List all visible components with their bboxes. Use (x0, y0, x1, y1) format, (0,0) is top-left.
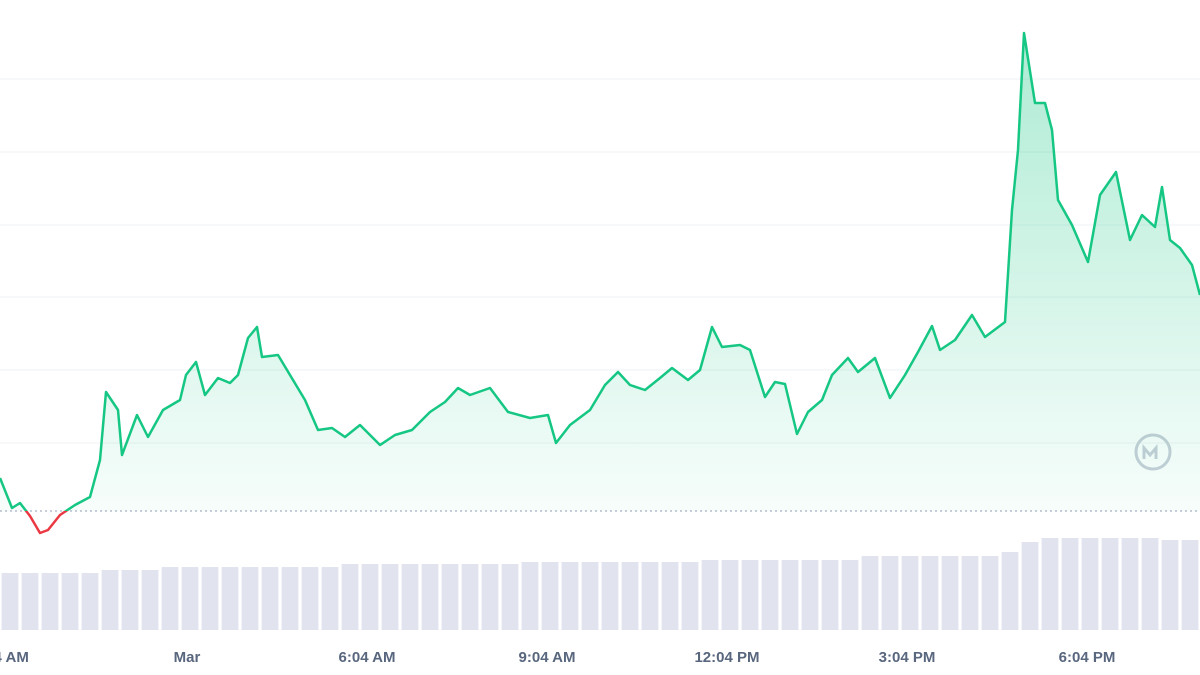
volume-bar (861, 556, 879, 630)
volume-bar (1101, 538, 1119, 630)
volume-bar (521, 562, 539, 630)
volume-bar (1041, 538, 1059, 630)
volume-bar (941, 556, 959, 630)
x-tick-label: Mar (174, 649, 201, 666)
label-layer: 04 AM Mar 6:04 AM 9:04 AM 12:04 PM 3:04 PM 6:0… (0, 649, 1115, 666)
volume-bar (141, 570, 159, 630)
x-tick-label: 9:04 AM (519, 649, 576, 666)
volume-bar (1021, 542, 1039, 630)
volume-bar (221, 567, 239, 630)
volume-bar (181, 567, 199, 630)
volume-bar (61, 573, 79, 630)
volume-bar (1181, 540, 1199, 630)
volume-bar (261, 567, 279, 630)
volume-bar (541, 562, 559, 630)
volume-bar (501, 564, 519, 630)
volume-bar (821, 560, 839, 630)
volume-bar (241, 567, 259, 630)
volume-bar (481, 564, 499, 630)
volume-bar (381, 564, 399, 630)
volume-bar (641, 562, 659, 630)
volume-bar (441, 564, 459, 630)
volume-bar (281, 567, 299, 630)
volume-layer (1, 538, 1199, 630)
volume-bar (881, 556, 899, 630)
volume-bar (21, 573, 39, 630)
volume-bar (961, 556, 979, 630)
x-tick-label: 04 AM (0, 649, 29, 666)
volume-bar (661, 562, 679, 630)
volume-bar (601, 562, 619, 630)
volume-bar (981, 556, 999, 630)
volume-bar (801, 560, 819, 630)
x-tick-label: 12:04 PM (694, 649, 759, 666)
volume-bar (81, 573, 99, 630)
x-tick-label: 6:04 AM (339, 649, 396, 666)
plot-layer (0, 31, 1200, 535)
volume-bar (721, 560, 739, 630)
volume-bar (101, 570, 119, 630)
volume-bar (1121, 538, 1139, 630)
volume-bar (681, 562, 699, 630)
volume-bar (401, 564, 419, 630)
volume-bar (461, 564, 479, 630)
volume-bar (321, 567, 339, 630)
volume-bar (581, 562, 599, 630)
volume-bar (901, 556, 919, 630)
volume-bar (1141, 538, 1159, 630)
x-tick-label: 6:04 PM (1059, 649, 1116, 666)
volume-bar (301, 567, 319, 630)
volume-bar (841, 560, 859, 630)
price-area (0, 33, 1200, 511)
volume-bar (41, 573, 59, 630)
volume-bar (921, 556, 939, 630)
volume-bar (1001, 552, 1019, 630)
volume-bar (1, 573, 19, 630)
volume-bar (781, 560, 799, 630)
volume-bar (201, 567, 219, 630)
volume-bar (561, 562, 579, 630)
volume-bar (741, 560, 759, 630)
volume-bar (161, 567, 179, 630)
volume-bar (761, 560, 779, 630)
volume-bar (341, 564, 359, 630)
volume-bar (361, 564, 379, 630)
volume-bar (1161, 540, 1179, 630)
volume-bar (621, 562, 639, 630)
x-tick-label: 3:04 PM (879, 649, 936, 666)
volume-bar (121, 570, 139, 630)
volume-bar (701, 560, 719, 630)
volume-bar (421, 564, 439, 630)
volume-bar (1081, 538, 1099, 630)
price-line (0, 31, 1200, 535)
volume-bar (1061, 538, 1079, 630)
